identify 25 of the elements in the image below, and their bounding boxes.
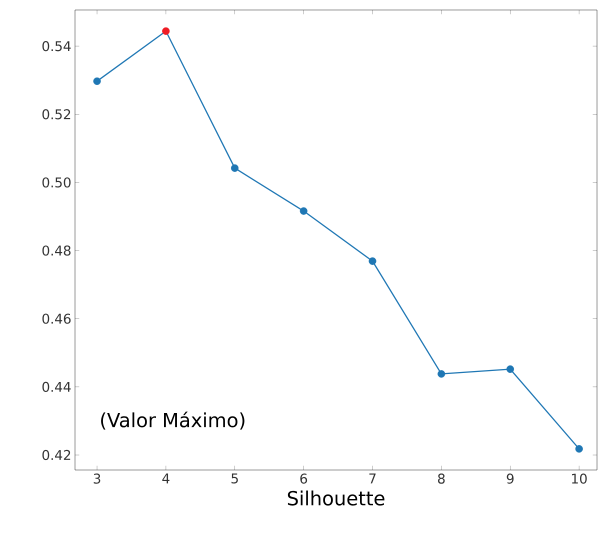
- point: [93, 77, 101, 85]
- point: [575, 445, 583, 453]
- annotation: (Valor Máximo): [101, 412, 244, 430]
- x-axis-title: Silhouette: [288, 490, 384, 506]
- x-tick-label: 4: [162, 474, 170, 484]
- y-tick-label: 0.42: [42, 450, 70, 460]
- point: [300, 207, 308, 215]
- y-tick-label: 0.52: [42, 109, 70, 120]
- y-tick-label: 0.46: [42, 314, 71, 324]
- x-tick-label: 6: [300, 474, 308, 484]
- x-tick-label: 8: [438, 474, 445, 484]
- x-tick-label: 7: [369, 474, 376, 484]
- x-tick-label: 5: [232, 474, 238, 484]
- point: [162, 27, 170, 35]
- x-tick-label: 3: [94, 474, 100, 484]
- point: [506, 365, 514, 373]
- point: [438, 370, 446, 378]
- y-tick-label: 0.44: [42, 382, 71, 392]
- point: [368, 257, 376, 265]
- y-tick-label: 0.50: [42, 177, 71, 188]
- point: [230, 164, 239, 172]
- y-tick-label: 0.48: [42, 245, 71, 256]
- x-tick-label: 10: [572, 474, 587, 484]
- y-tick-label: 0.54: [42, 41, 71, 52]
- x-tick-label: 9: [506, 474, 514, 484]
